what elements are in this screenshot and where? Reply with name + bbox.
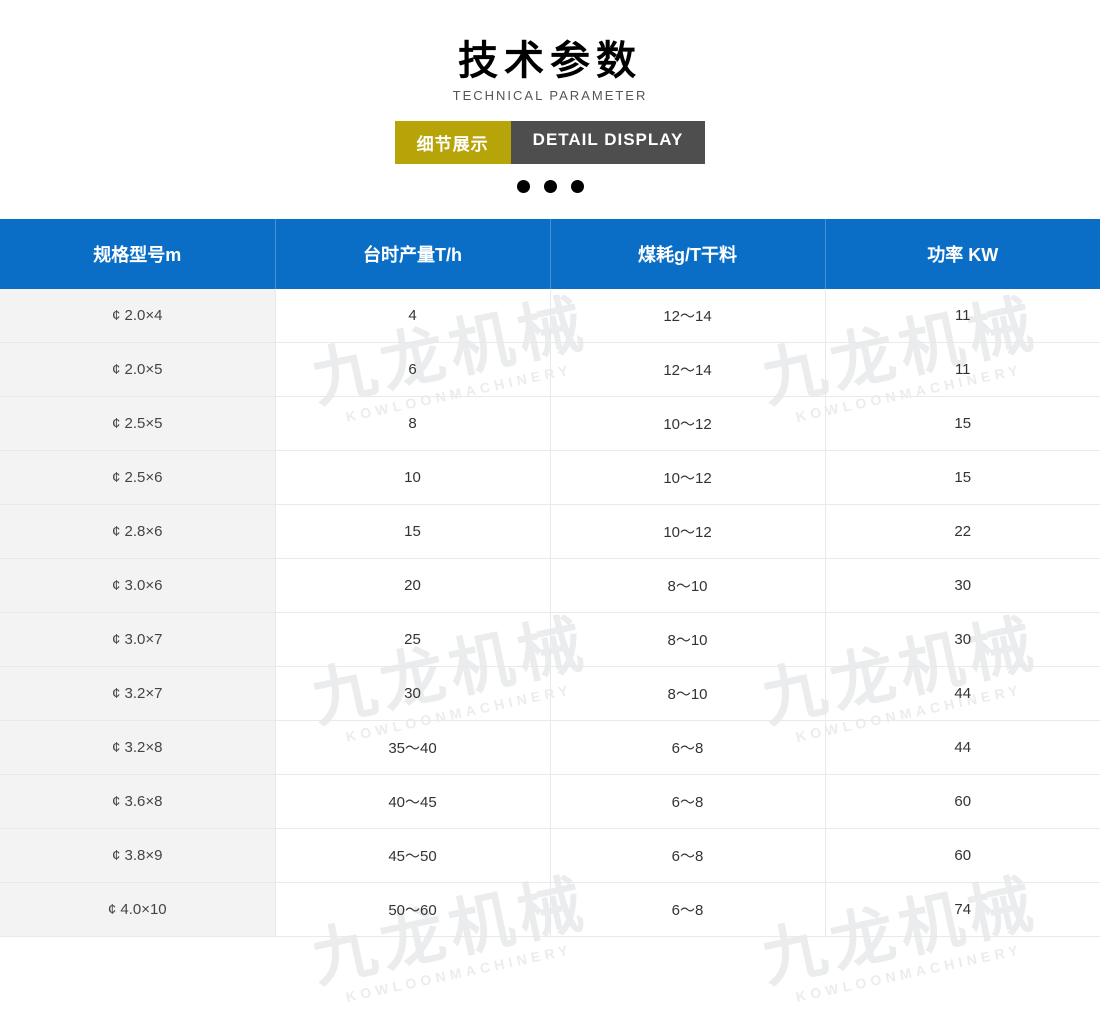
cell-model: ¢ 3.0×7 bbox=[0, 613, 275, 667]
cell-value: 30 bbox=[825, 613, 1100, 667]
cell-value: 74 bbox=[825, 883, 1100, 937]
tab-detail-cn[interactable]: 细节展示 bbox=[395, 121, 511, 164]
tab-bar: 细节展示 DETAIL DISPLAY bbox=[0, 121, 1100, 164]
cell-value: 10 bbox=[275, 451, 550, 505]
table-row: ¢ 3.6×840～456～860 bbox=[0, 775, 1100, 829]
cell-value: 22 bbox=[825, 505, 1100, 559]
cell-model: ¢ 4.0×10 bbox=[0, 883, 275, 937]
table-row: ¢ 2.5×61010～1215 bbox=[0, 451, 1100, 505]
title-en: TECHNICAL PARAMETER bbox=[0, 88, 1100, 103]
cell-value: 4 bbox=[275, 289, 550, 343]
dot-icon bbox=[544, 180, 557, 193]
cell-model: ¢ 3.2×7 bbox=[0, 667, 275, 721]
title-cn: 技术参数 bbox=[0, 28, 1100, 86]
cell-value: 50～60 bbox=[275, 883, 550, 937]
cell-value: 45～50 bbox=[275, 829, 550, 883]
cell-value: 8～10 bbox=[550, 667, 825, 721]
cell-model: ¢ 3.2×8 bbox=[0, 721, 275, 775]
cell-value: 6～8 bbox=[550, 775, 825, 829]
table-row: ¢ 3.0×7258～1030 bbox=[0, 613, 1100, 667]
cell-value: 6～8 bbox=[550, 721, 825, 775]
cell-model: ¢ 3.8×9 bbox=[0, 829, 275, 883]
cell-value: 6 bbox=[275, 343, 550, 397]
cell-value: 8～10 bbox=[550, 559, 825, 613]
cell-value: 8～10 bbox=[550, 613, 825, 667]
cell-value: 35～40 bbox=[275, 721, 550, 775]
cell-value: 6～8 bbox=[550, 829, 825, 883]
cell-value: 12～14 bbox=[550, 343, 825, 397]
spec-table: 规格型号m 台时产量T/h 煤耗g/T干料 功率 KW ¢ 2.0×4412～1… bbox=[0, 219, 1100, 937]
cell-value: 25 bbox=[275, 613, 550, 667]
dot-icon bbox=[517, 180, 530, 193]
cell-value: 15 bbox=[825, 397, 1100, 451]
col-output: 台时产量T/h bbox=[275, 219, 550, 289]
cell-value: 10～12 bbox=[550, 397, 825, 451]
table-row: ¢ 3.8×945～506～860 bbox=[0, 829, 1100, 883]
cell-value: 44 bbox=[825, 667, 1100, 721]
cell-value: 30 bbox=[825, 559, 1100, 613]
col-coal: 煤耗g/T干料 bbox=[550, 219, 825, 289]
cell-value: 30 bbox=[275, 667, 550, 721]
cell-value: 10～12 bbox=[550, 451, 825, 505]
cell-value: 11 bbox=[825, 343, 1100, 397]
cell-value: 15 bbox=[275, 505, 550, 559]
cell-value: 12～14 bbox=[550, 289, 825, 343]
cell-value: 20 bbox=[275, 559, 550, 613]
cell-value: 10～12 bbox=[550, 505, 825, 559]
dot-indicators bbox=[0, 180, 1100, 193]
cell-value: 8 bbox=[275, 397, 550, 451]
table-row: ¢ 2.0×4412～1411 bbox=[0, 289, 1100, 343]
page-header: 技术参数 TECHNICAL PARAMETER 细节展示 DETAIL DIS… bbox=[0, 0, 1100, 193]
table-row: ¢ 4.0×1050～606～874 bbox=[0, 883, 1100, 937]
table-header-row: 规格型号m 台时产量T/h 煤耗g/T干料 功率 KW bbox=[0, 219, 1100, 289]
table-row: ¢ 2.5×5810～1215 bbox=[0, 397, 1100, 451]
cell-model: ¢ 2.0×4 bbox=[0, 289, 275, 343]
table-row: ¢ 2.0×5612～1411 bbox=[0, 343, 1100, 397]
cell-value: 11 bbox=[825, 289, 1100, 343]
cell-value: 60 bbox=[825, 829, 1100, 883]
cell-model: ¢ 2.5×6 bbox=[0, 451, 275, 505]
table-row: ¢ 3.2×7308～1044 bbox=[0, 667, 1100, 721]
cell-model: ¢ 3.6×8 bbox=[0, 775, 275, 829]
cell-model: ¢ 3.0×6 bbox=[0, 559, 275, 613]
table-body: ¢ 2.0×4412～1411¢ 2.0×5612～1411¢ 2.5×5810… bbox=[0, 289, 1100, 937]
cell-model: ¢ 2.5×5 bbox=[0, 397, 275, 451]
cell-value: 15 bbox=[825, 451, 1100, 505]
cell-value: 60 bbox=[825, 775, 1100, 829]
cell-value: 40～45 bbox=[275, 775, 550, 829]
col-power: 功率 KW bbox=[825, 219, 1100, 289]
cell-model: ¢ 2.8×6 bbox=[0, 505, 275, 559]
table-row: ¢ 3.0×6208～1030 bbox=[0, 559, 1100, 613]
table-row: ¢ 3.2×835～406～844 bbox=[0, 721, 1100, 775]
tab-detail-en[interactable]: DETAIL DISPLAY bbox=[511, 121, 706, 164]
cell-value: 44 bbox=[825, 721, 1100, 775]
col-model: 规格型号m bbox=[0, 219, 275, 289]
cell-model: ¢ 2.0×5 bbox=[0, 343, 275, 397]
table-row: ¢ 2.8×61510～1222 bbox=[0, 505, 1100, 559]
dot-icon bbox=[571, 180, 584, 193]
cell-value: 6～8 bbox=[550, 883, 825, 937]
